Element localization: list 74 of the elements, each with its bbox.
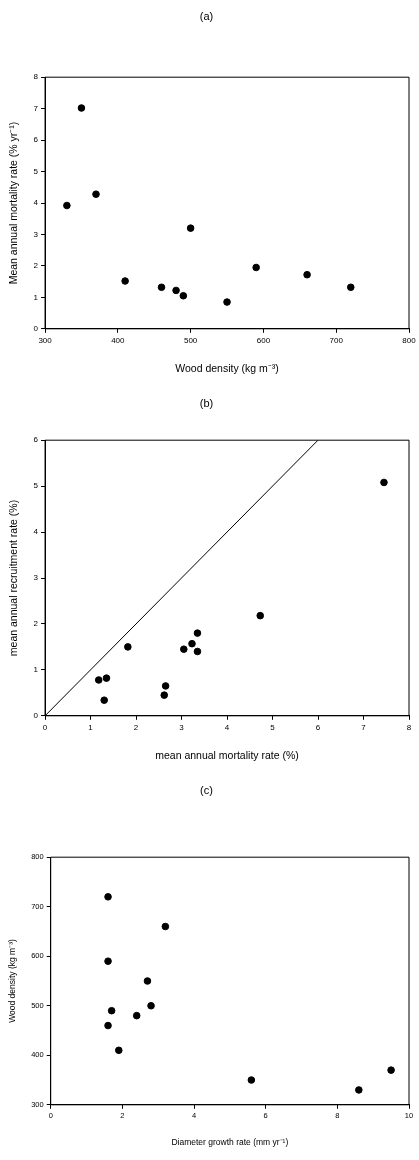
x-tick-label: 600 — [256, 335, 271, 345]
point — [180, 645, 188, 653]
x-tick-label: 400 — [111, 335, 126, 345]
point — [124, 643, 132, 651]
x-tick-label: 4 — [224, 722, 230, 732]
x-tick-label: 2 — [133, 722, 139, 732]
point — [104, 1021, 112, 1030]
y-tick-label: 3 — [33, 229, 39, 239]
chart-title: (a) — [199, 9, 214, 22]
y-tick-label: 4 — [33, 527, 39, 537]
x-tick-label: 8 — [406, 722, 412, 732]
point — [63, 201, 71, 210]
y-tick-label: 1 — [33, 665, 39, 675]
point — [92, 190, 100, 198]
point — [193, 647, 202, 656]
point — [193, 629, 202, 637]
y-tick-label: 8 — [33, 72, 39, 82]
y-axis-title: Mean annual mortality rate (% yr⁻¹) — [7, 121, 20, 285]
x-tick-label: 3 — [179, 722, 185, 732]
x-tick-label: 7 — [361, 722, 367, 732]
point — [147, 1001, 155, 1010]
chart-title: (c) — [200, 783, 213, 796]
point — [303, 270, 311, 279]
point — [100, 696, 108, 704]
point — [104, 893, 112, 901]
point — [179, 291, 188, 300]
x-tick-label: 1 — [88, 722, 94, 732]
y-tick-label: 3 — [33, 573, 39, 583]
x-axis-title: Diameter growth rate (mm yr⁻¹) — [171, 1137, 289, 1148]
point — [107, 1006, 116, 1015]
point — [355, 1086, 363, 1094]
y-tick-label: 4 — [33, 198, 39, 208]
point — [114, 1046, 123, 1055]
point — [252, 263, 260, 272]
point — [160, 691, 169, 699]
y-tick-label: 1 — [33, 292, 39, 302]
x-tick-label: 700 — [329, 335, 344, 345]
point — [104, 957, 112, 965]
y-tick-label: 6 — [33, 135, 39, 145]
point — [346, 283, 355, 292]
point — [247, 1076, 256, 1084]
y-tick-label: 7 — [33, 103, 39, 113]
y-tick-label: 0 — [33, 711, 39, 720]
x-axis-title: Wood density (kg m⁻³) — [175, 361, 279, 374]
point — [143, 977, 152, 985]
point — [102, 674, 111, 682]
point — [77, 104, 86, 112]
point — [380, 478, 388, 487]
point — [121, 277, 129, 285]
x-tick-label: 800 — [402, 335, 417, 345]
point — [186, 224, 195, 232]
y-axis-title: mean annual recruitment rate (%) — [7, 499, 20, 657]
chart-title: (b) — [199, 396, 214, 409]
point — [161, 922, 170, 931]
point — [172, 286, 180, 295]
point — [161, 682, 170, 690]
y-tick-label: 2 — [33, 261, 39, 271]
y-axis-title: Wood density (kg m⁻³) — [7, 939, 18, 1023]
y-tick-label: 5 — [33, 481, 39, 491]
point — [387, 1066, 395, 1074]
x-axis-title: mean annual mortality rate (%) — [155, 748, 299, 761]
y-tick-label: 2 — [33, 619, 39, 629]
y-tick-label: 0 — [33, 324, 39, 333]
point — [157, 283, 166, 292]
x-tick-label: 500 — [183, 335, 198, 345]
point — [188, 639, 196, 648]
y-tick-label: 5 — [33, 166, 39, 176]
point — [132, 1011, 141, 1020]
y-tick-label: 6 — [33, 435, 39, 445]
x-tick-label: 6 — [315, 722, 321, 732]
point — [94, 676, 103, 684]
point — [256, 611, 265, 620]
point — [223, 298, 231, 306]
x-tick-label: 5 — [270, 722, 276, 732]
